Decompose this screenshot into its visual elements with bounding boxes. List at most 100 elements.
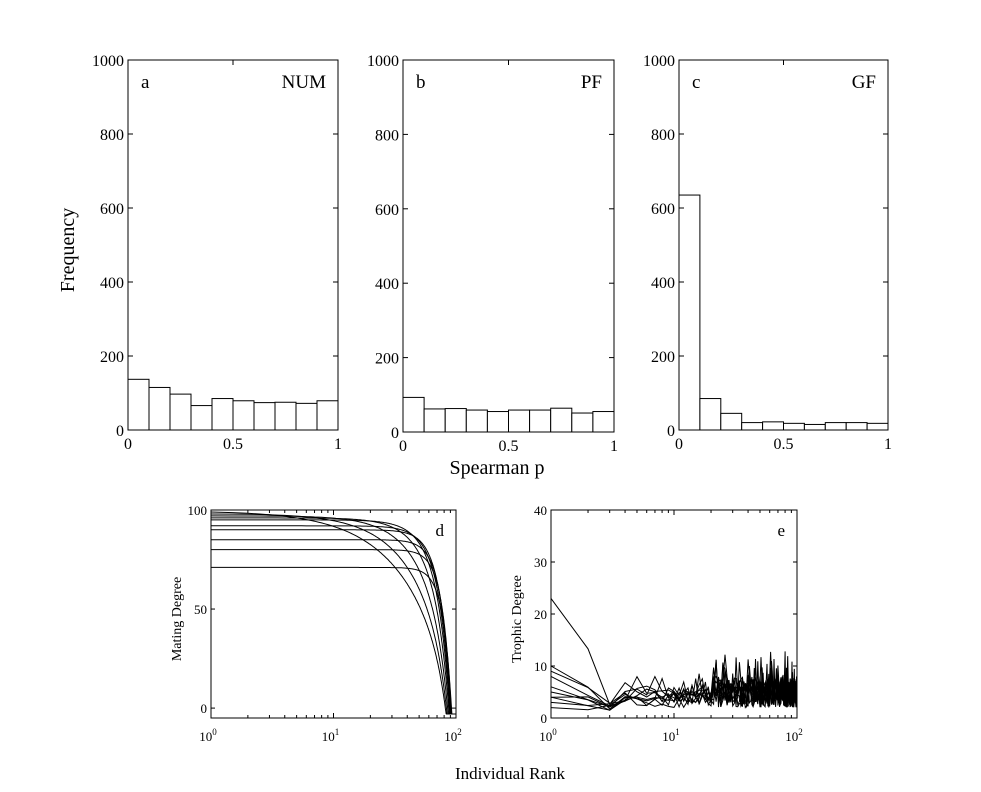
histogram-bar [803,423,826,431]
y-tick-label: 400 [375,276,399,293]
histogram-bar [253,402,276,431]
histogram-bar [529,409,552,433]
y-tick-label: 10 [534,659,547,674]
x-tick-label: 0.5 [774,436,794,453]
y-tick-label: 200 [651,349,675,366]
x-tick-label: 1 [610,438,618,455]
x-tick-label: 0 [675,436,683,453]
y-tick-label: 0 [201,701,208,716]
histogram-bar [486,411,509,433]
x-tick-label: 102 [785,727,803,744]
series-line [210,515,456,715]
spearman-axis-label: Spearman p [450,457,545,479]
x-tick-label: 0.5 [499,438,519,455]
histogram-bar [592,411,615,433]
y-tick-label: 200 [100,349,124,366]
y-tick-label: 600 [100,201,124,218]
y-axis-label: Mating Degree [170,577,185,661]
x-tick-label: 102 [444,727,462,744]
histogram-bar [465,409,488,433]
histogram-bar [232,400,255,431]
y-tick-label: 100 [188,503,208,518]
series-line [550,659,798,711]
x-tick-label: 100 [199,727,217,744]
y-tick-label: 1000 [92,53,124,70]
y-tick-label: 600 [651,201,675,218]
histogram-bar [148,386,171,431]
histogram-bar [127,378,150,431]
y-tick-label: 0 [116,423,124,440]
histogram-bar [274,401,297,431]
individual-rank-axis-label: Individual Rank [455,764,566,783]
axes-frame [127,59,339,431]
histogram-bar [741,422,764,431]
histogram-bar [550,407,573,433]
x-tick-label: 101 [662,727,680,744]
series-line [211,517,456,715]
histogram-bar [762,421,784,431]
panel-d: 0 50 100 100 101 102 d Mating Degree [170,503,462,744]
y-tick-label: 30 [534,555,547,570]
panel-e: 0 10 20 30 40 100 101 102 e Trophic Degree [510,503,803,744]
y-tick-label: 40 [534,503,547,518]
y-tick-label: 1000 [367,53,399,70]
histogram-bar [169,393,192,431]
y-tick-label: 600 [375,202,399,219]
histogram-bar [783,422,805,431]
histogram-bar [316,400,339,431]
y-tick-label: 0 [391,425,399,442]
y-axis-label: Trophic Degree [510,575,525,663]
y-tick-label: 800 [100,127,124,144]
panel-letter: d [436,521,445,540]
axes-frame [678,59,889,431]
x-tick-label: 0 [124,436,132,453]
histogram-bar [571,412,594,433]
histogram-bar [845,422,868,431]
x-tick-label: 100 [539,727,557,744]
x-tick-label: 101 [322,727,340,744]
histogram-bar [508,409,531,433]
y-tick-label: 0 [667,423,675,440]
y-tick-label: 400 [651,275,675,292]
x-tick-label: 0 [399,438,407,455]
panel-tag: GF [852,72,876,93]
histogram-bar [423,408,446,433]
y-tick-label: 0 [541,711,548,726]
histogram-bar [678,194,701,431]
x-tick-label: 1 [884,436,892,453]
histogram-bar [720,412,743,431]
histogram-bar [444,408,467,433]
histogram-bar [295,402,318,431]
panel-letter: a [141,72,150,93]
histogram-bar [402,396,425,433]
series-line [211,519,456,715]
y-tick-label: 50 [194,602,207,617]
y-tick-label: 1000 [643,53,675,70]
series-line [211,539,456,715]
x-tick-label: 0.5 [223,436,243,453]
panel-letter: b [416,72,426,93]
y-tick-label: 200 [375,351,399,368]
series-line [211,525,456,715]
y-tick-label: 800 [651,127,675,144]
panel-c: 0 200 400 600 800 1000 0 0.5 1 c GF [643,53,892,453]
y-tick-label: 400 [100,275,124,292]
y-axis-label: Frequency [57,208,79,292]
axes-frame [402,59,615,433]
x-tick-label: 1 [334,436,342,453]
y-tick-label: 800 [375,127,399,144]
histogram-bar [211,398,234,431]
panel-tag: PF [581,72,602,93]
histogram-bar [866,422,889,431]
series-line [211,529,456,715]
series-line [210,513,456,715]
histogram-bar [190,405,213,431]
panel-a: 0 200 400 600 800 1000 0 0.5 1 a NUM Frequency [57,53,342,453]
y-tick-label: 20 [534,607,547,622]
series-line [211,549,456,715]
panel-letter: e [777,521,785,540]
histogram-bar [824,422,847,431]
series-line [211,566,456,715]
panel-b: 0 200 400 600 800 1000 0 0.5 1 b PF [367,53,618,455]
